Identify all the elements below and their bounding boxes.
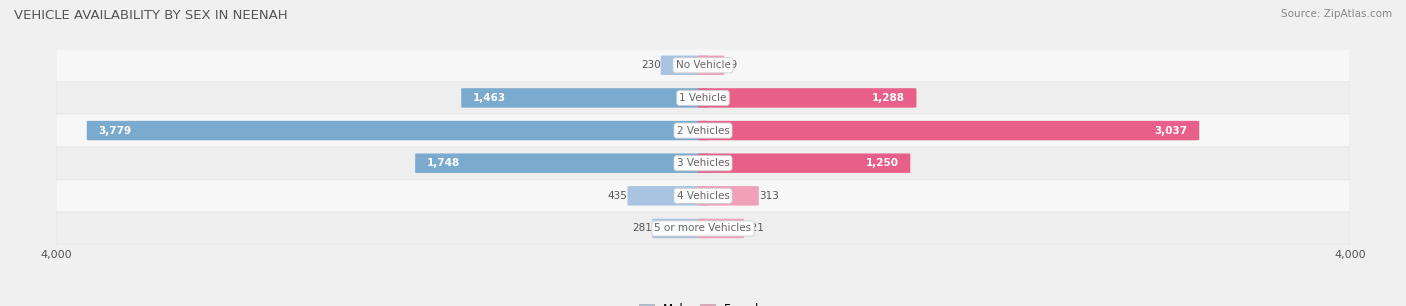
FancyBboxPatch shape — [661, 56, 709, 75]
Text: 1,250: 1,250 — [866, 158, 898, 168]
FancyBboxPatch shape — [697, 88, 917, 108]
Bar — [56, 114, 1350, 147]
Bar — [56, 212, 1350, 245]
Text: 281: 281 — [633, 223, 652, 233]
Bar — [56, 147, 1350, 180]
Bar — [56, 180, 1350, 212]
Text: 4 Vehicles: 4 Vehicles — [676, 191, 730, 201]
Text: 99: 99 — [724, 60, 737, 70]
Text: No Vehicle: No Vehicle — [675, 60, 731, 70]
Bar — [56, 82, 1350, 114]
Text: 3 Vehicles: 3 Vehicles — [676, 158, 730, 168]
FancyBboxPatch shape — [652, 219, 709, 238]
FancyBboxPatch shape — [697, 56, 724, 75]
Text: 435: 435 — [607, 191, 627, 201]
FancyBboxPatch shape — [697, 154, 910, 173]
Text: 230: 230 — [641, 60, 661, 70]
FancyBboxPatch shape — [697, 186, 759, 206]
FancyBboxPatch shape — [461, 88, 709, 108]
Text: 221: 221 — [744, 223, 763, 233]
Text: 1,748: 1,748 — [427, 158, 460, 168]
Text: 3,779: 3,779 — [98, 125, 132, 136]
FancyBboxPatch shape — [697, 121, 1199, 140]
Text: 1,288: 1,288 — [872, 93, 905, 103]
Text: 5 or more Vehicles: 5 or more Vehicles — [654, 223, 752, 233]
FancyBboxPatch shape — [697, 219, 744, 238]
Text: 2 Vehicles: 2 Vehicles — [676, 125, 730, 136]
Text: 1 Vehicle: 1 Vehicle — [679, 93, 727, 103]
FancyBboxPatch shape — [415, 154, 709, 173]
FancyBboxPatch shape — [627, 186, 709, 206]
Text: Source: ZipAtlas.com: Source: ZipAtlas.com — [1281, 9, 1392, 19]
Text: 313: 313 — [759, 191, 779, 201]
Text: 3,037: 3,037 — [1154, 125, 1188, 136]
FancyBboxPatch shape — [87, 121, 709, 140]
Text: VEHICLE AVAILABILITY BY SEX IN NEENAH: VEHICLE AVAILABILITY BY SEX IN NEENAH — [14, 9, 288, 22]
Legend: Male, Female: Male, Female — [634, 299, 772, 306]
Bar — [56, 49, 1350, 82]
Text: 1,463: 1,463 — [472, 93, 506, 103]
